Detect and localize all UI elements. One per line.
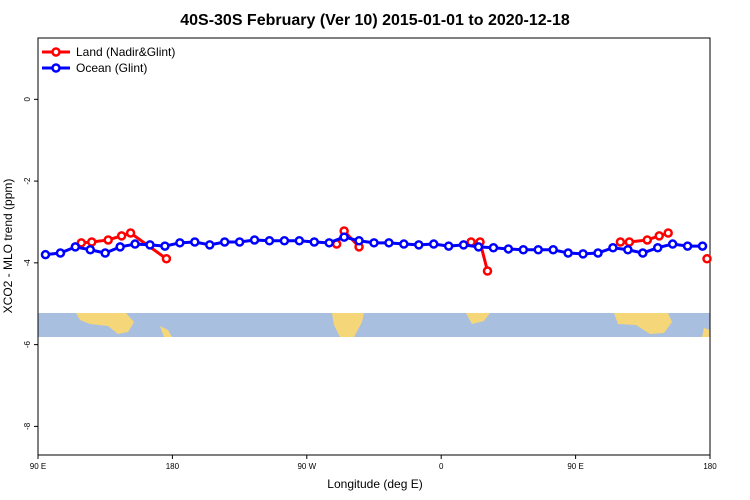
y-tick-label: -2: [23, 177, 32, 185]
data-point: [161, 254, 172, 264]
data-point: [623, 245, 633, 255]
legend-marker: [51, 63, 61, 73]
data-point: [160, 241, 170, 251]
data-point: [70, 242, 81, 252]
map-strip: [38, 313, 710, 337]
data-point: [518, 245, 529, 255]
legend-marker: [51, 47, 61, 57]
data-point: [55, 248, 66, 258]
data-point: [503, 244, 514, 254]
data-point: [279, 236, 290, 246]
data-point: [264, 236, 275, 246]
data-point: [175, 238, 185, 248]
x-tick-label: 90 E: [30, 462, 46, 471]
data-point: [702, 254, 712, 264]
data-point: [76, 238, 87, 248]
data-point: [488, 242, 499, 253]
data-point: [615, 237, 626, 247]
data-point: [369, 238, 379, 248]
data-point: [145, 240, 155, 250]
data-point: [190, 237, 200, 247]
data-point: [482, 266, 493, 276]
data-point: [324, 238, 334, 248]
data-point: [593, 248, 603, 258]
data-point: [458, 240, 469, 250]
data-point: [85, 245, 96, 255]
data-point: [654, 231, 664, 241]
data-point: [116, 231, 127, 241]
data-point: [578, 249, 588, 259]
x-tick-label: 0: [439, 462, 444, 471]
data-point: [428, 239, 439, 249]
y-tick-label: -6: [23, 341, 32, 349]
data-point: [533, 245, 544, 255]
data-point: [638, 248, 648, 258]
data-point: [563, 248, 573, 258]
legend-label: Ocean (Glint): [76, 61, 147, 75]
x-axis-label: Longitude (deg E): [327, 477, 422, 491]
plot-frame: [37, 37, 711, 456]
data-point: [219, 237, 230, 247]
y-tick-label: 0: [23, 97, 32, 102]
data-point: [339, 232, 349, 242]
x-tick-label: 180: [703, 462, 717, 471]
data-point: [548, 245, 558, 255]
y-tick-label: -4: [23, 259, 32, 267]
data-point: [399, 239, 409, 249]
data-point: [443, 241, 454, 251]
data-point: [115, 242, 125, 252]
data-point: [608, 242, 618, 253]
data-point: [667, 239, 678, 249]
y-tick-label: -8: [23, 422, 32, 430]
data-point: [473, 242, 484, 252]
data-point: [125, 228, 136, 238]
data-point: [234, 237, 245, 247]
data-point: [652, 242, 663, 253]
data-point: [249, 235, 260, 245]
data-point: [682, 241, 693, 251]
x-tick-label: 90 E: [567, 462, 583, 471]
data-point: [663, 228, 673, 238]
data-point: [40, 249, 51, 260]
data-point: [354, 236, 364, 246]
y-axis-label: XCO2 - MLO trend (ppm): [1, 179, 15, 314]
data-point: [294, 236, 305, 246]
data-point: [624, 237, 635, 247]
data-point: [309, 237, 320, 247]
data-point: [642, 235, 653, 245]
data-point: [103, 235, 113, 245]
data-point: [697, 241, 708, 251]
legend-label: Land (Nadir&Glint): [76, 45, 175, 59]
x-tick-label: 90 W: [297, 462, 316, 471]
chart-title: 40S-30S February (Ver 10) 2015-01-01 to …: [180, 12, 570, 29]
x-tick-label: 180: [166, 462, 180, 471]
data-point: [414, 240, 424, 250]
data-point: [384, 238, 394, 248]
data-point: [87, 237, 97, 247]
data-point: [100, 248, 110, 258]
data-point: [130, 239, 140, 249]
data-point: [204, 240, 215, 250]
